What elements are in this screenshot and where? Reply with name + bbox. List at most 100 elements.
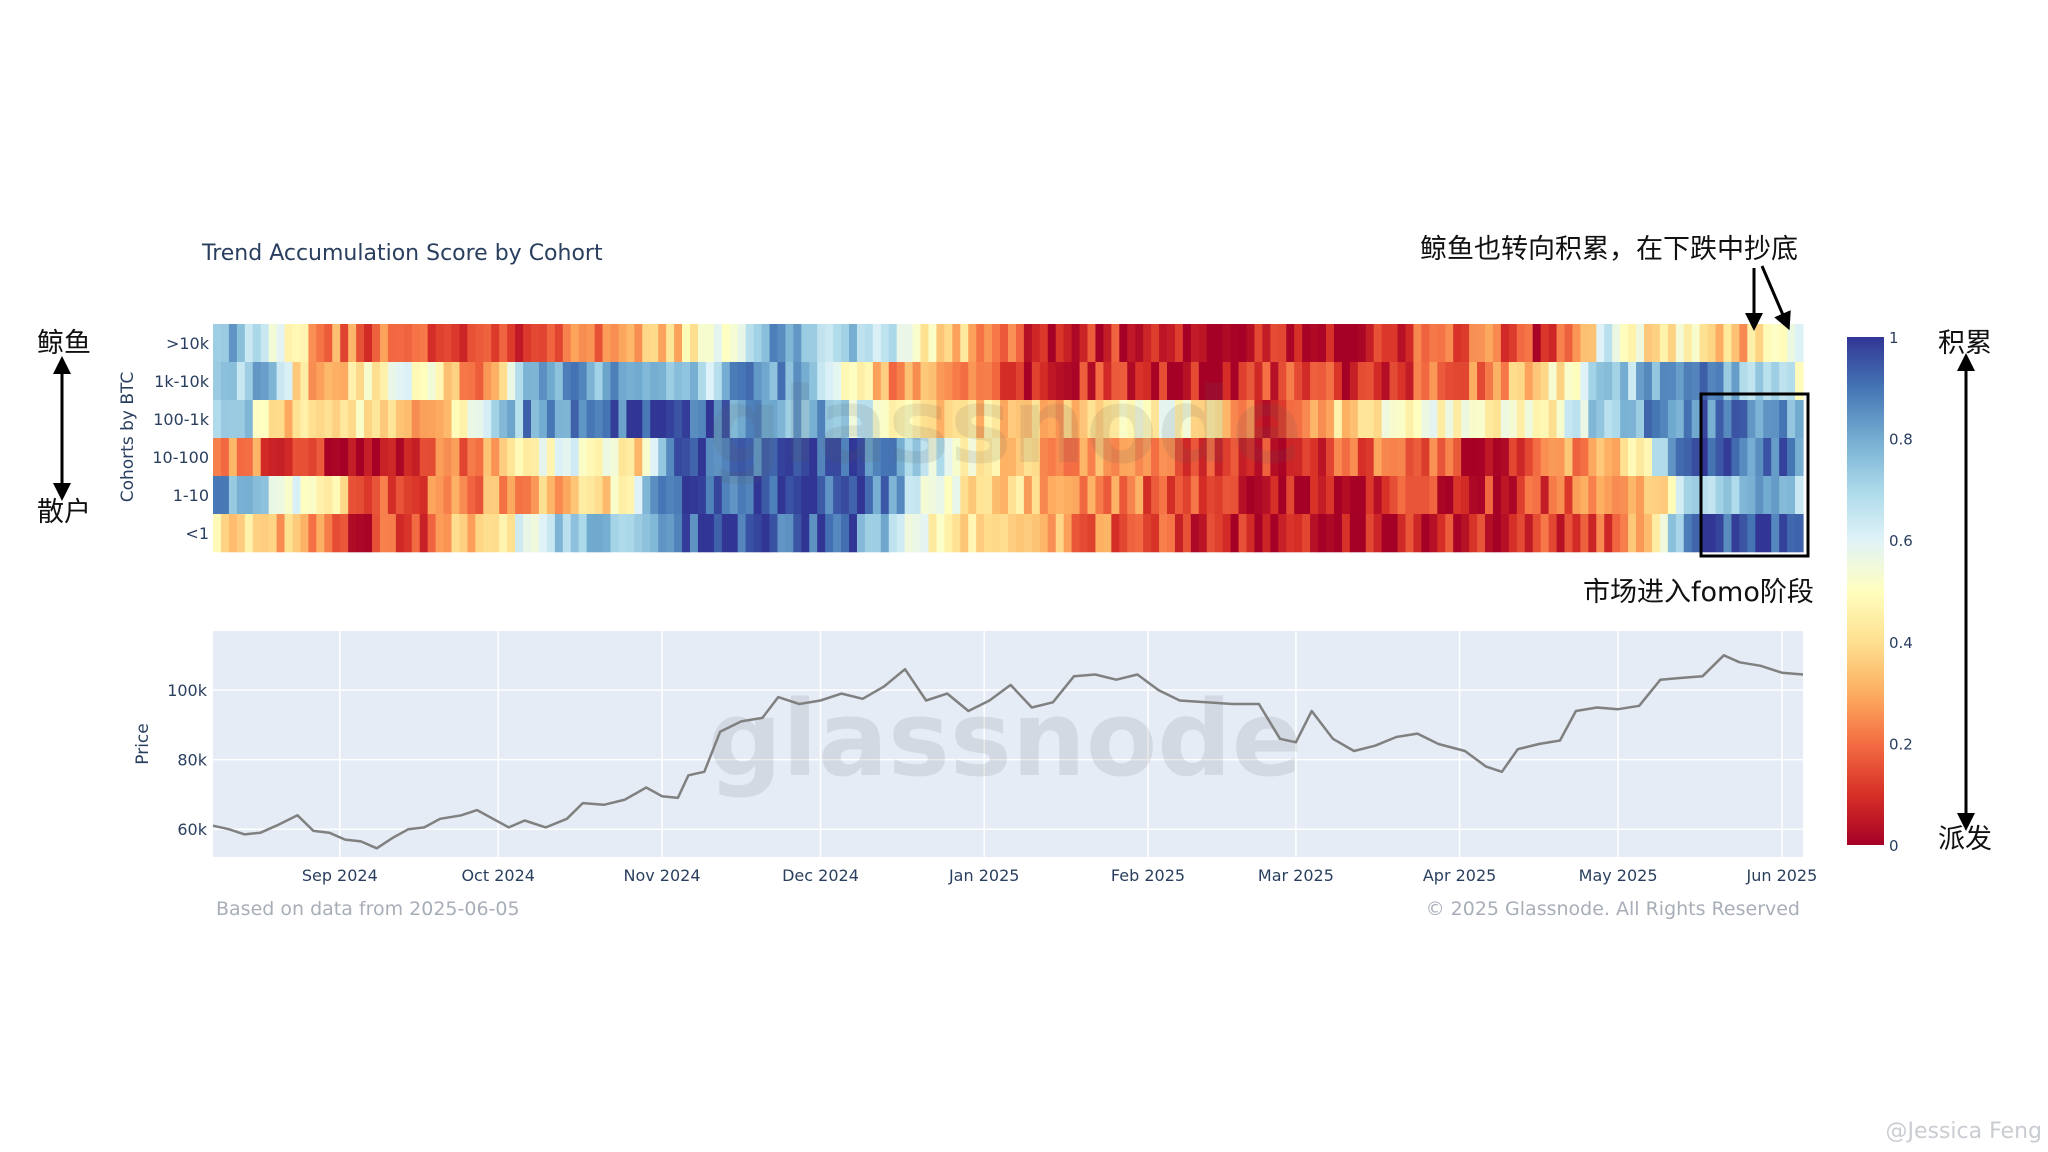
heatmap-cell [1755, 476, 1764, 515]
heatmap-cell [1731, 324, 1740, 363]
heatmap-cell [1326, 324, 1335, 363]
heatmap-cell [1397, 362, 1407, 401]
heatmap-cell [515, 438, 524, 477]
heatmap-cell [1238, 514, 1248, 553]
heatmap-cell [1262, 400, 1271, 439]
arrow-down-right-icon [1760, 265, 1791, 331]
heatmap-cell [1071, 362, 1081, 401]
heatmap-cell [753, 514, 763, 553]
heatmap-cell [594, 324, 604, 363]
heatmap-cell [1532, 514, 1542, 553]
heatmap-cell [483, 438, 492, 477]
heatmap-cell [666, 400, 675, 439]
heatmap-cell [1779, 514, 1788, 553]
heatmap-cell [451, 324, 461, 363]
heatmap-cell [578, 400, 588, 439]
heatmap-cell [1405, 438, 1415, 477]
heatmap-cell [610, 476, 620, 515]
heatmap-cell [1477, 438, 1486, 477]
heatmap-cell [1230, 324, 1240, 363]
heatmap-cell [276, 362, 286, 401]
heatmap-cell [395, 438, 405, 477]
annotation-accumulate: 积累 [1938, 328, 1992, 359]
heatmap-cell [984, 476, 993, 515]
heatmap-cell [220, 476, 230, 515]
annotation-retail: 散户 [37, 497, 91, 528]
heatmap-cell [1691, 400, 1701, 439]
heatmap-cell [650, 362, 659, 401]
heatmap-cell [1174, 514, 1184, 553]
heatmap-cell [729, 324, 739, 363]
heatmap-cell [1341, 438, 1351, 477]
heatmap-cell [1580, 438, 1589, 477]
heatmap-cell [1675, 476, 1685, 515]
heatmap-cell [1063, 476, 1073, 515]
heatmap-cell [1397, 438, 1407, 477]
heatmap-cell [451, 476, 461, 515]
heatmap-cell [841, 400, 850, 439]
heatmap-cell [610, 362, 620, 401]
heatmap-cell [213, 476, 222, 515]
heatmap-cell [1715, 438, 1725, 477]
heatmap-cell [1008, 476, 1017, 515]
heatmap-cell [634, 438, 643, 477]
heatmap-cell [435, 362, 445, 401]
heatmap-cell [761, 514, 771, 553]
heatmap-cell [1485, 438, 1494, 477]
heatmap-cell [705, 400, 715, 439]
heatmap-cell [1771, 362, 1780, 401]
heatmap-cell [427, 514, 437, 553]
heatmap-cell [666, 514, 675, 553]
heatmap-cell [833, 362, 842, 401]
heatmap-cell [809, 324, 818, 363]
price-gridlines [213, 631, 1803, 857]
heatmap-cell [1437, 476, 1446, 515]
heatmap-cell [1644, 324, 1653, 363]
heatmap-cell [753, 324, 763, 363]
heatmap-cell [1691, 476, 1701, 515]
heatmap-cell [721, 400, 731, 439]
heatmap-cell [1739, 438, 1748, 477]
heatmap-cell [1214, 324, 1224, 363]
heatmap-cell [1763, 438, 1772, 477]
heatmap-cell [1723, 514, 1733, 553]
heatmap-cell [904, 362, 914, 401]
heatmap-cell [920, 324, 930, 363]
heatmap-cell [1270, 514, 1279, 553]
heatmap-cell [745, 476, 755, 515]
heatmap-cell [1095, 324, 1104, 363]
heatmap-cell [1699, 514, 1709, 553]
heatmap-cell [713, 514, 723, 553]
heatmap-cell [1222, 324, 1232, 363]
heatmap-cell [1326, 514, 1335, 553]
heatmap-cell [864, 362, 874, 401]
heatmap-cell [1596, 514, 1605, 553]
heatmap-cell [1516, 324, 1526, 363]
heatmap-cell [1103, 400, 1112, 439]
heatmap-cell [626, 476, 635, 515]
heatmap-cell [1318, 514, 1327, 553]
heatmap-cell [920, 476, 930, 515]
heatmap-cell [1445, 362, 1454, 401]
heatmap-cell [491, 438, 500, 477]
heatmap-cell [554, 324, 564, 363]
heatmap-cell [252, 476, 262, 515]
heatmap-cell [928, 400, 938, 439]
heatmap-cell [1461, 438, 1470, 477]
heatmap-cell [705, 362, 715, 401]
heatmap-cell [1182, 476, 1192, 515]
heatmap-cell [912, 324, 922, 363]
heatmap-cell [1508, 400, 1518, 439]
heatmap-cell [451, 400, 461, 439]
heatmap-cell [1548, 514, 1558, 553]
heatmap-cell [968, 438, 977, 477]
price-x-tick-label: Mar 2025 [1258, 866, 1334, 885]
heatmap-cell [785, 438, 794, 477]
heatmap-cell [602, 514, 612, 553]
heatmap-cell [626, 400, 635, 439]
heatmap-cell [483, 476, 492, 515]
heatmap-cell [745, 400, 755, 439]
heatmap-cell [1373, 362, 1383, 401]
heatmap-cell [1461, 324, 1470, 363]
heatmap-cell [1500, 438, 1510, 477]
